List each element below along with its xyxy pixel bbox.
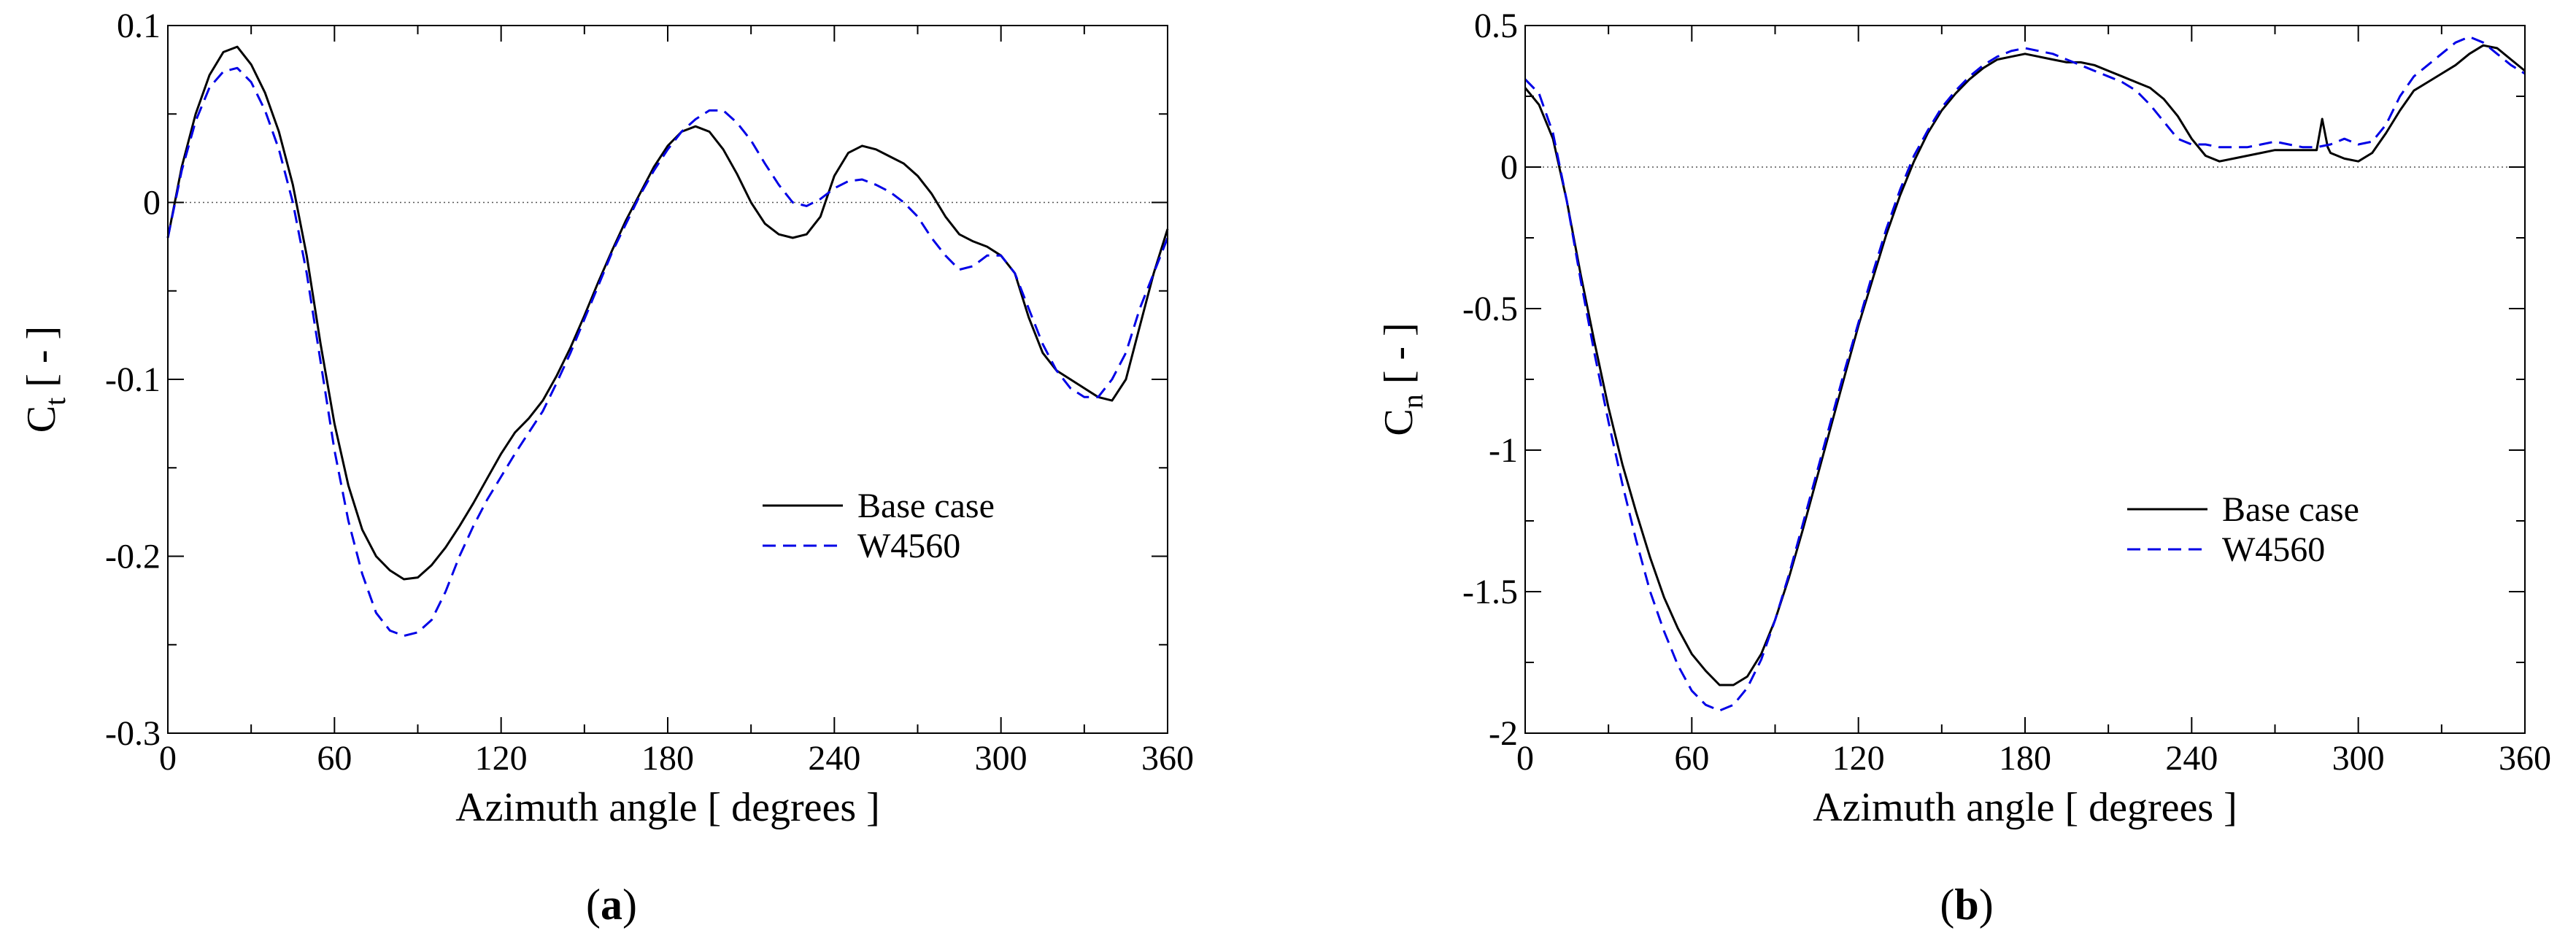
y-tick-label: -1 xyxy=(1489,431,1518,470)
y-tick-label: 0.1 xyxy=(117,7,161,45)
series-line-base-case xyxy=(1524,44,2526,686)
x-axis-label: Azimuth angle [ degrees ] xyxy=(1813,785,2237,830)
x-tick-label: 300 xyxy=(2332,739,2385,778)
y-axis-label: Cn [ - ] xyxy=(1376,322,1429,436)
x-tick-label: 60 xyxy=(317,739,352,778)
caption-a: (a) xyxy=(586,881,637,929)
axis-ticks xyxy=(1524,25,2526,734)
x-tick-label: 0 xyxy=(1516,739,1534,778)
x-tick-label: 300 xyxy=(975,739,1027,778)
series-line-w4560 xyxy=(166,66,1169,638)
series-layer xyxy=(166,45,1169,638)
legend-label-w4560: W4560 xyxy=(2222,530,2325,569)
svg-text:Ct [ - ]: Ct [ - ] xyxy=(19,326,72,433)
y-tick-labels: -0.3 -0.2 -0.1 0 0.1 xyxy=(105,7,161,753)
x-tick-label: 180 xyxy=(1999,739,2051,778)
x-tick-label: 60 xyxy=(1674,739,1709,778)
y-tick-label: 0.5 xyxy=(1474,7,1518,45)
y-tick-label: -0.1 xyxy=(105,360,161,399)
series-line-w4560 xyxy=(1524,36,2526,712)
y-tick-labels: -2 -1.5 -1 -0.5 0 0.5 xyxy=(1462,7,1518,753)
legend: Base case W4560 xyxy=(763,487,995,565)
legend-label-base-case: Base case xyxy=(2222,490,2359,529)
x-tick-label: 180 xyxy=(641,739,694,778)
plot-frame xyxy=(167,25,1168,734)
y-tick-label: -0.2 xyxy=(105,538,161,576)
x-tick-label: 360 xyxy=(1141,739,1194,778)
x-tick-label: 120 xyxy=(1832,739,1885,778)
y-tick-label: -1.5 xyxy=(1462,573,1518,611)
y-tick-label: -2 xyxy=(1489,714,1518,753)
caption-b: (b) xyxy=(1940,881,1993,929)
x-tick-labels: 0 60 120 180 240 300 360 xyxy=(1516,739,2551,778)
plot-frame xyxy=(1524,25,2526,734)
y-tick-label: 0 xyxy=(143,184,161,223)
y-tick-label: 0 xyxy=(1500,148,1518,187)
legend-label-base-case: Base case xyxy=(857,487,995,525)
series-line-base-case xyxy=(166,45,1169,581)
x-tick-label: 240 xyxy=(2165,739,2218,778)
legend: Base case W4560 xyxy=(2127,490,2359,569)
x-tick-label: 0 xyxy=(159,739,177,778)
svg-text:Cn [ - ]: Cn [ - ] xyxy=(1376,322,1429,436)
chart-panel-b: -2 -1.5 -1 -0.5 0 0.5 0 60 120 180 240 300 360 Azim… xyxy=(1376,7,2551,929)
x-tick-label: 120 xyxy=(475,739,528,778)
legend-label-w4560: W4560 xyxy=(857,527,960,565)
chart-panel-a: -0.3 -0.2 -0.1 0 0.1 0 60 120 180 240 300 360 Azim… xyxy=(19,7,1194,929)
y-tick-label: -0.3 xyxy=(105,714,161,753)
axis-ticks xyxy=(167,25,1168,734)
x-axis-label: Azimuth angle [ degrees ] xyxy=(455,785,880,830)
y-axis-label: Ct [ - ] xyxy=(19,326,72,433)
x-tick-labels: 0 60 120 180 240 300 360 xyxy=(159,739,1194,778)
x-tick-label: 360 xyxy=(2499,739,2551,778)
x-tick-label: 240 xyxy=(808,739,860,778)
series-layer xyxy=(1524,36,2526,712)
y-tick-label: -0.5 xyxy=(1462,290,1518,328)
